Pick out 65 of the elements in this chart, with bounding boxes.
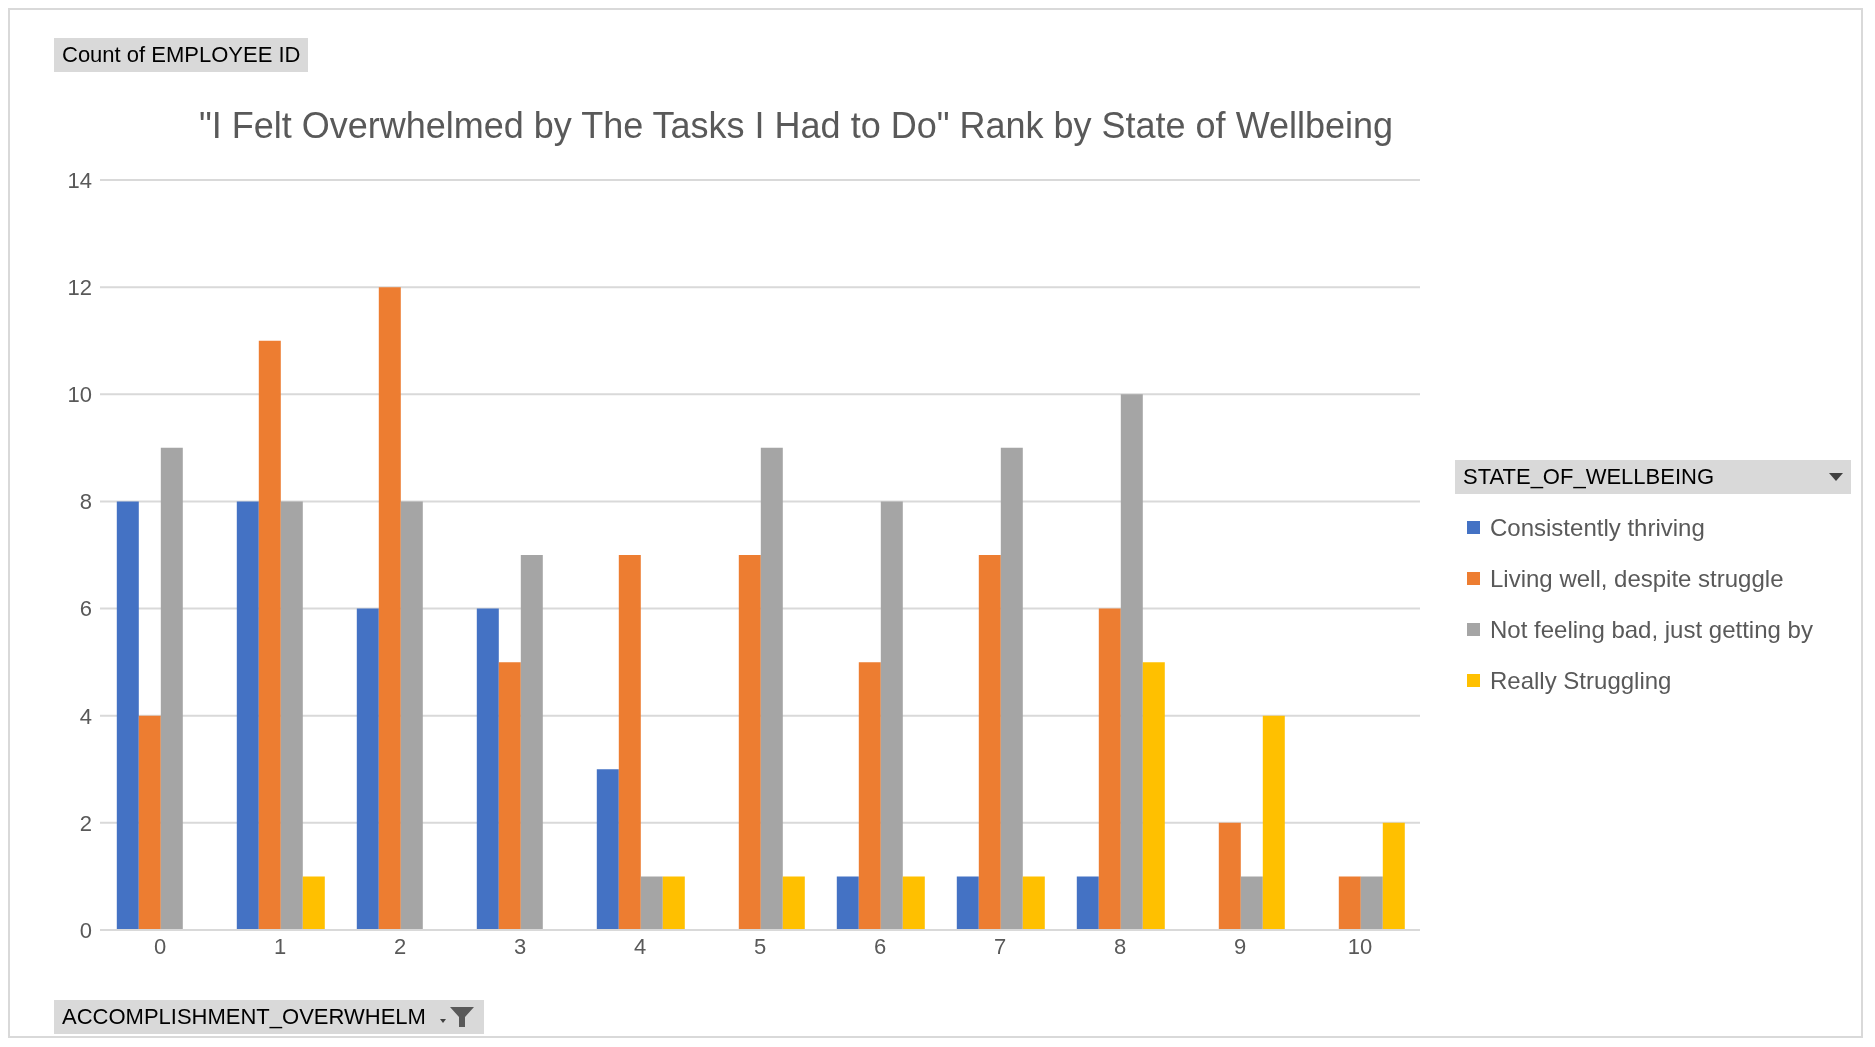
bar bbox=[138, 715, 161, 930]
bar bbox=[1218, 822, 1241, 930]
bar bbox=[596, 769, 619, 930]
bar bbox=[662, 876, 685, 930]
legend-label: Living well, despite struggle bbox=[1490, 564, 1784, 593]
y-tick-label: 8 bbox=[79, 489, 92, 515]
bar bbox=[738, 555, 761, 930]
legend-label: Consistently thriving bbox=[1490, 513, 1705, 542]
bar bbox=[880, 501, 903, 930]
bar bbox=[1000, 447, 1023, 930]
bar bbox=[1076, 876, 1099, 930]
bar bbox=[1120, 394, 1143, 930]
x-tick-label: 8 bbox=[1113, 933, 1127, 959]
y-tick-label: 0 bbox=[79, 917, 92, 943]
legend-label: Not feeling bad, just getting by bbox=[1490, 615, 1813, 644]
bar bbox=[236, 501, 259, 930]
bar bbox=[1360, 876, 1383, 930]
bar bbox=[280, 501, 303, 930]
y-tick-label: 10 bbox=[67, 382, 92, 408]
bar bbox=[902, 876, 925, 930]
bar bbox=[258, 340, 281, 930]
x-axis-title: ACCOMPLISHMENT_OVERWHELM bbox=[62, 1004, 426, 1030]
bar bbox=[1262, 715, 1285, 930]
bar bbox=[1098, 608, 1121, 930]
bar bbox=[400, 501, 423, 930]
bar bbox=[956, 876, 979, 930]
bar bbox=[1240, 876, 1263, 930]
x-tick-label: 5 bbox=[753, 933, 767, 959]
y-axis-title: Count of EMPLOYEE ID bbox=[54, 38, 309, 72]
bar bbox=[836, 876, 859, 930]
bar bbox=[640, 876, 663, 930]
x-tick-label: 7 bbox=[993, 933, 1007, 959]
bar bbox=[498, 662, 521, 930]
bar bbox=[1142, 662, 1165, 930]
bar bbox=[782, 876, 805, 930]
x-tick-label: 2 bbox=[393, 933, 407, 959]
x-tick-label: 9 bbox=[1233, 933, 1247, 959]
bar bbox=[378, 287, 401, 930]
x-tick-label: 1 bbox=[273, 933, 287, 959]
y-tick-label: 14 bbox=[67, 167, 92, 193]
legend-title: STATE_OF_WELLBEING bbox=[1463, 464, 1715, 490]
bar bbox=[476, 608, 499, 930]
x-tick-label: 6 bbox=[873, 933, 887, 959]
x-tick-label: 3 bbox=[513, 933, 527, 959]
chart-title: "I Felt Overwhelmed by The Tasks I Had to Do" Rank by State of Wellbeing bbox=[197, 105, 1395, 147]
bar bbox=[116, 501, 139, 930]
bar bbox=[1338, 876, 1361, 930]
bar bbox=[302, 876, 325, 930]
x-tick-label: 10 bbox=[1347, 933, 1373, 959]
bar bbox=[520, 555, 543, 930]
y-tick-label: 12 bbox=[67, 274, 92, 300]
legend-label: Really Struggling bbox=[1490, 666, 1672, 695]
bar bbox=[356, 608, 379, 930]
bar bbox=[760, 447, 783, 930]
y-tick-label: 6 bbox=[79, 596, 92, 622]
bar bbox=[858, 662, 881, 930]
x-tick-label: 4 bbox=[633, 933, 647, 959]
x-tick-label: 0 bbox=[153, 933, 167, 959]
bar bbox=[160, 447, 183, 930]
bar bbox=[978, 555, 1001, 930]
bar bbox=[1022, 876, 1045, 930]
bar bbox=[1382, 822, 1405, 930]
y-tick-label: 4 bbox=[79, 703, 92, 729]
y-tick-label: 2 bbox=[79, 810, 92, 836]
bar bbox=[618, 555, 641, 930]
